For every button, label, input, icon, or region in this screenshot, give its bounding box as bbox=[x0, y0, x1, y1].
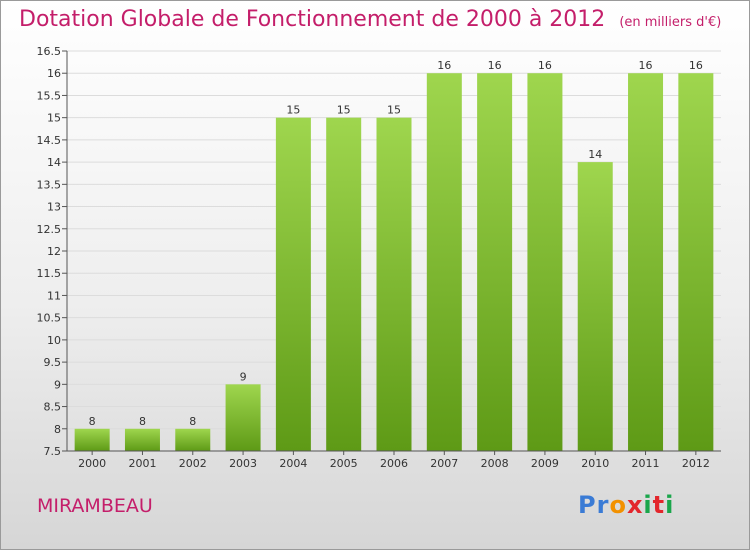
y-tick-label: 9.5 bbox=[44, 356, 62, 369]
logo-letter: P bbox=[578, 491, 597, 519]
bars: 8 8 8 9 15 15 15 16 16 16 14 16 16 bbox=[74, 59, 714, 452]
y-tick-label: 8 bbox=[54, 423, 61, 436]
x-tick-label: 2008 bbox=[481, 457, 509, 470]
x-tick-label: 2010 bbox=[581, 457, 609, 470]
y-tick-label: 10 bbox=[47, 334, 61, 347]
bar bbox=[225, 384, 261, 451]
bar bbox=[527, 73, 563, 451]
axes: 7.5 8 8.5 9 9.5 10 10.5 11 11.5 12 12.5 13 13.5 14 14.… bbox=[37, 45, 721, 470]
y-tick-label: 15 bbox=[47, 112, 61, 125]
bar bbox=[376, 117, 412, 452]
y-tick-label: 12.5 bbox=[37, 223, 62, 236]
bar bbox=[74, 428, 110, 451]
x-tick-label: 2004 bbox=[279, 457, 307, 470]
logo-letter: t bbox=[652, 491, 666, 519]
x-tick-label: 2006 bbox=[380, 457, 408, 470]
bar-value-label: 8 bbox=[139, 415, 146, 428]
y-tick-label: 16 bbox=[47, 67, 61, 80]
bar-value-label: 14 bbox=[588, 148, 602, 161]
y-tick-label: 13.5 bbox=[37, 178, 62, 191]
x-tick-label: 2001 bbox=[128, 457, 156, 470]
y-tick-label: 7.5 bbox=[44, 445, 62, 458]
bar-value-label: 8 bbox=[189, 415, 196, 428]
bar-value-label: 15 bbox=[286, 104, 300, 117]
bar-value-label: 16 bbox=[639, 59, 653, 72]
logo-letter: i bbox=[665, 491, 675, 519]
y-tick-label: 16.5 bbox=[37, 45, 62, 58]
bar-value-label: 15 bbox=[387, 104, 401, 117]
bar-value-label: 16 bbox=[437, 59, 451, 72]
y-tick-label: 14 bbox=[47, 156, 61, 169]
bar-value-label: 9 bbox=[240, 370, 247, 383]
bar bbox=[628, 73, 664, 451]
logo-letter: i bbox=[643, 491, 653, 519]
y-tick-label: 11.5 bbox=[37, 267, 62, 280]
bar bbox=[175, 428, 211, 451]
title-text: Dotation Globale de Fonctionnement de 20… bbox=[19, 7, 606, 32]
y-tick-label: 9 bbox=[54, 378, 61, 391]
x-tick-label: 2007 bbox=[430, 457, 458, 470]
bar-value-label: 16 bbox=[538, 59, 552, 72]
bar-value-label: 8 bbox=[89, 415, 96, 428]
y-tick-label: 13 bbox=[47, 201, 61, 214]
x-tick-label: 2009 bbox=[531, 457, 559, 470]
chart-title: Dotation Globale de Fonctionnement de 20… bbox=[19, 7, 721, 32]
x-tick-label: 2002 bbox=[179, 457, 207, 470]
bar bbox=[124, 428, 160, 451]
bar-value-label: 15 bbox=[337, 104, 351, 117]
bar bbox=[275, 117, 311, 452]
unit-note: (en milliers d'€) bbox=[619, 15, 722, 30]
logo-letter: o bbox=[609, 491, 627, 519]
y-tick-label: 8.5 bbox=[44, 401, 62, 414]
commune-name: MIRAMBEAU bbox=[37, 495, 153, 517]
bar-value-label: 16 bbox=[488, 59, 502, 72]
proxiti-logo: Proxiti bbox=[578, 491, 674, 519]
y-tick-label: 10.5 bbox=[37, 312, 62, 325]
y-tick-label: 11 bbox=[47, 289, 61, 302]
bar bbox=[326, 117, 362, 452]
x-tick-label: 2012 bbox=[682, 457, 710, 470]
logo-letter: r bbox=[596, 491, 610, 519]
bar bbox=[477, 73, 513, 451]
x-tick-label: 2003 bbox=[229, 457, 257, 470]
x-tick-label: 2011 bbox=[632, 457, 660, 470]
y-tick-label: 12 bbox=[47, 245, 61, 258]
y-tick-label: 15.5 bbox=[37, 89, 62, 102]
x-tick-label: 2000 bbox=[78, 457, 106, 470]
logo-letter: x bbox=[626, 491, 644, 519]
bar bbox=[577, 162, 613, 451]
bar bbox=[426, 73, 462, 451]
bar bbox=[678, 73, 714, 451]
bar-value-label: 16 bbox=[689, 59, 703, 72]
y-tick-label: 14.5 bbox=[37, 134, 62, 147]
x-tick-label: 2005 bbox=[330, 457, 358, 470]
